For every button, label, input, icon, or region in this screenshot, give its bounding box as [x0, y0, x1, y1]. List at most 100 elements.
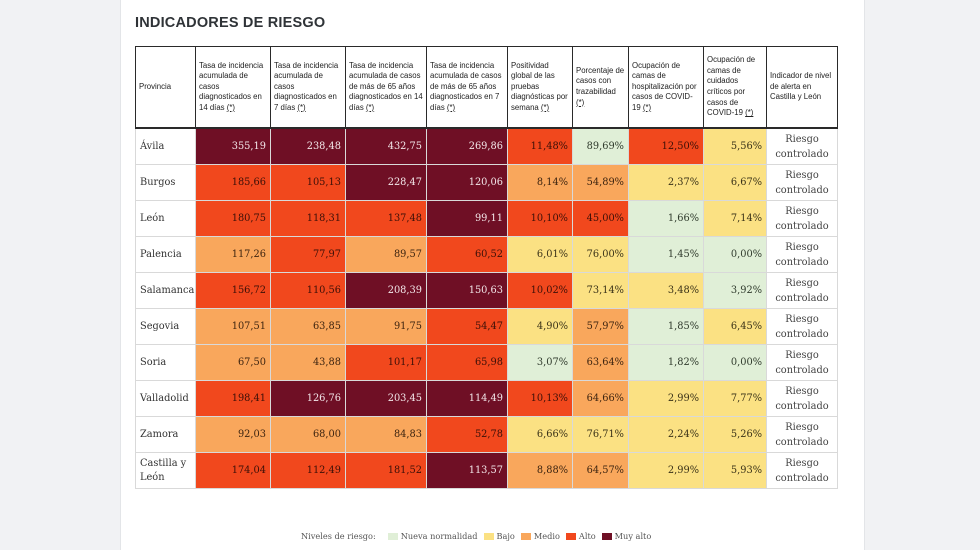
footnote-link[interactable]: (*)	[446, 102, 456, 112]
indicator-cell: 107,51	[195, 308, 271, 345]
indicator-cell: 126,76	[270, 380, 346, 417]
alert-level-cell: Riesgo controlado	[766, 308, 838, 345]
indicator-cell: 105,13	[270, 164, 346, 201]
alert-level-cell: Riesgo controlado	[766, 272, 838, 309]
column-header-text: Ocupación de camas de cuidados críticos …	[707, 55, 756, 118]
column-header-text: Positividad global de las pruebas diagnó…	[511, 60, 568, 112]
indicator-cell: 137,48	[345, 200, 427, 237]
indicator-cell: 8,88%	[507, 452, 573, 489]
footnote-link[interactable]: (*)	[642, 102, 652, 112]
indicator-cell: 76,71%	[572, 416, 629, 453]
indicator-cell: 76,00%	[572, 236, 629, 273]
indicator-cell: 208,39	[345, 272, 427, 309]
column-header-0: Provincia	[135, 46, 196, 129]
province-cell: Palencia	[135, 236, 196, 273]
indicator-cell: 84,83	[345, 416, 427, 453]
indicator-cell: 7,14%	[703, 200, 767, 237]
legend-label-bajo: Bajo	[496, 531, 515, 541]
indicator-cell: 5,56%	[703, 127, 767, 165]
indicator-cell: 7,77%	[703, 380, 767, 417]
indicator-cell: 228,47	[345, 164, 427, 201]
province-cell: Zamora	[135, 416, 196, 453]
column-header-text: Provincia	[139, 81, 172, 91]
province-cell: Soria	[135, 344, 196, 381]
footnote-link[interactable]: (*)	[745, 108, 754, 118]
table-row: Salamanca 156,72 110,56 208,39 150,63 10,02% 7…	[135, 272, 838, 309]
indicator-cell: 43,88	[270, 344, 346, 381]
indicator-cell: 6,01%	[507, 236, 573, 273]
indicator-cell: 112,49	[270, 452, 346, 489]
indicator-cell: 118,31	[270, 200, 346, 237]
indicator-cell: 89,57	[345, 236, 427, 273]
indicator-cell: 10,13%	[507, 380, 573, 417]
column-header-4: Tasa de incidencia acumulada de casos de…	[426, 46, 508, 129]
legend-label-nueva: Nueva normalidad	[400, 531, 478, 541]
content-panel: INDICADORES DE RIESGO Provincia Tasa de i…	[120, 0, 865, 550]
indicator-cell: 3,92%	[703, 272, 767, 309]
indicator-cell: 45,00%	[572, 200, 629, 237]
indicator-cell: 67,50	[195, 344, 271, 381]
alert-level-cell: Riesgo controlado	[766, 416, 838, 453]
province-cell: Valladolid	[135, 380, 196, 417]
indicator-cell: 60,52	[426, 236, 508, 273]
risk-legend: Niveles de riesgo: Nueva normalidad Bajo M…	[301, 530, 651, 542]
legend-items: Nueva normalidad Bajo Medio Alto Muy alto	[382, 531, 651, 541]
column-header-text: Tasa de incidencia acumulada de casos de…	[349, 60, 423, 112]
column-header-6: Porcentaje de casos con trazabilidad (*)	[572, 46, 629, 129]
table-row: Palencia 117,26 77,97 89,57 60,52 6,01% 76,00%…	[135, 236, 838, 273]
alert-level-cell: Riesgo controlado	[766, 452, 838, 489]
table-header: Provincia Tasa de incidencia acumulada de…	[135, 46, 838, 129]
indicator-cell: 181,52	[345, 452, 427, 489]
indicator-cell: 2,99%	[628, 380, 704, 417]
footnote-link[interactable]: (*)	[226, 102, 235, 112]
column-header-text: Ocupación de camas de hospitalización po…	[632, 60, 697, 112]
indicator-cell: 185,66	[195, 164, 271, 201]
indicator-cell: 114,49	[426, 380, 508, 417]
indicator-cell: 113,57	[426, 452, 508, 489]
indicator-cell: 1,45%	[628, 236, 704, 273]
legend-swatch-alto	[565, 532, 576, 540]
column-header-8: Ocupación de camas de cuidados críticos …	[703, 46, 767, 129]
alert-level-cell: Riesgo controlado	[766, 344, 838, 381]
indicator-cell: 2,99%	[628, 452, 704, 489]
table-row: Ávila 355,19 238,48 432,75 269,86 11,48% 89,69…	[135, 127, 838, 165]
legend-swatch-nueva	[387, 532, 398, 540]
indicator-cell: 5,26%	[703, 416, 767, 453]
column-header-7: Ocupación de camas de hospitalización po…	[628, 46, 704, 129]
indicator-cell: 156,72	[195, 272, 271, 309]
indicator-cell: 1,66%	[628, 200, 704, 237]
indicator-cell: 2,24%	[628, 416, 704, 453]
footnote-link[interactable]: (*)	[576, 97, 585, 107]
indicator-cell: 180,75	[195, 200, 271, 237]
legend-swatch-medio	[520, 532, 531, 540]
column-header-5: Positividad global de las pruebas diagnó…	[507, 46, 573, 129]
indicator-cell: 12,50%	[628, 127, 704, 165]
indicator-cell: 198,41	[195, 380, 271, 417]
indicator-cell: 57,97%	[572, 308, 629, 345]
indicator-cell: 117,26	[195, 236, 271, 273]
table-row: Valladolid 198,41 126,76 203,45 114,49 10,13%…	[135, 380, 838, 417]
indicator-cell: 269,86	[426, 127, 508, 165]
province-cell: Segovia	[135, 308, 196, 345]
footnote-link[interactable]: (*)	[540, 102, 550, 112]
indicator-cell: 3,07%	[507, 344, 573, 381]
column-header-2: Tasa de incidencia acumulada de casos di…	[270, 46, 346, 129]
indicator-cell: 2,37%	[628, 164, 704, 201]
header-row: Provincia Tasa de incidencia acumulada de…	[135, 46, 838, 129]
column-header-1: Tasa de incidencia acumulada de casos di…	[195, 46, 271, 129]
indicator-cell: 3,48%	[628, 272, 704, 309]
legend-label-medio: Medio	[533, 531, 560, 541]
alert-level-cell: Riesgo controlado	[766, 380, 838, 417]
indicator-cell: 150,63	[426, 272, 508, 309]
footnote-link[interactable]: (*)	[365, 102, 375, 112]
indicator-cell: 92,03	[195, 416, 271, 453]
indicator-cell: 238,48	[270, 127, 346, 165]
legend-title: Niveles de riesgo:	[301, 531, 376, 541]
alert-level-cell: Riesgo controlado	[766, 127, 838, 165]
province-cell: Castilla y León	[135, 452, 196, 489]
footnote-link[interactable]: (*)	[297, 102, 306, 112]
indicator-cell: 73,14%	[572, 272, 629, 309]
indicator-cell: 63,64%	[572, 344, 629, 381]
column-header-text: Tasa de incidencia acumulada de casos di…	[199, 60, 264, 112]
indicator-cell: 54,47	[426, 308, 508, 345]
